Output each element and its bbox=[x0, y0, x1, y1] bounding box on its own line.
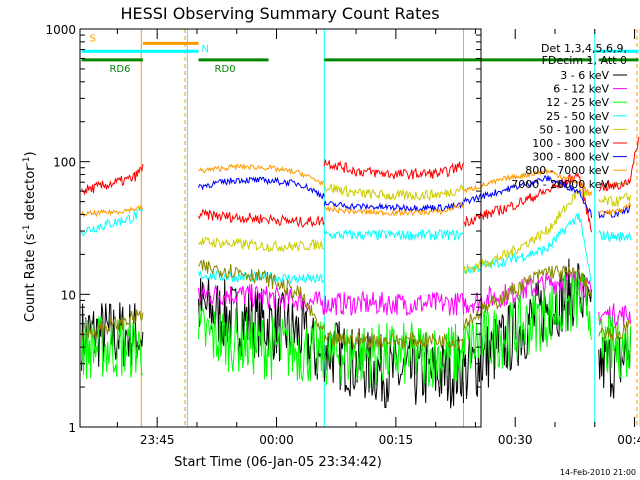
flag-label-2: RD6 bbox=[109, 64, 130, 75]
series-line-4-seg-2 bbox=[463, 186, 593, 275]
legend-label-4: 50 - 100 keV bbox=[539, 123, 609, 136]
series-line-5-seg-4 bbox=[598, 137, 639, 192]
legend-label-7: 800 - 7000 keV bbox=[525, 164, 609, 177]
series-lines bbox=[81, 137, 639, 409]
x-tick-label-3: 00:30 bbox=[498, 433, 533, 447]
series-line-8-seg-0 bbox=[81, 309, 144, 341]
x-axis-label: Start Time (06-Jan-05 23:34:42) bbox=[174, 455, 382, 470]
y-tick-label-1: 10 bbox=[61, 288, 76, 302]
flag-label-3: RD0 bbox=[215, 64, 236, 75]
legend-header-line-2: FDecim 1, Att 0 bbox=[542, 54, 627, 67]
series-line-2-seg-3 bbox=[463, 272, 593, 370]
series-line-3-seg-2 bbox=[323, 228, 464, 241]
x-tick-label-1: 00:00 bbox=[259, 433, 294, 447]
flag-label-0: S bbox=[90, 33, 96, 44]
series-line-5-seg-0 bbox=[81, 163, 144, 196]
y-axis: 1 10 100 1000 bbox=[45, 23, 481, 435]
x-tick-label-2: 00:15 bbox=[379, 433, 414, 447]
legend-label-3: 25 - 50 keV bbox=[546, 110, 609, 123]
series-line-6-seg-2 bbox=[463, 174, 593, 218]
series-line-6-seg-0 bbox=[198, 176, 325, 200]
y-tick-label-2: 100 bbox=[53, 156, 76, 170]
plot-frame bbox=[79, 28, 482, 428]
vertical-markers bbox=[140, 29, 640, 427]
legend-label-6: 300 - 800 keV bbox=[532, 151, 609, 164]
series-line-7-seg-0 bbox=[81, 203, 144, 218]
series-line-4-seg-0 bbox=[198, 236, 325, 253]
series-line-3-seg-0 bbox=[81, 208, 143, 237]
footer-date: 14-Feb-2010 21:00 bbox=[560, 468, 636, 477]
series-line-3-seg-3 bbox=[463, 212, 592, 282]
series-line-7-seg-4 bbox=[598, 202, 632, 216]
legend-header-line-1: Det 1,3,4,5,6,9, bbox=[541, 42, 627, 55]
series-line-0-seg-4 bbox=[598, 332, 632, 399]
series-line-4-seg-3 bbox=[598, 192, 632, 207]
series-line-5-seg-3 bbox=[463, 171, 593, 233]
x-tick-label-4: 00:45 bbox=[617, 433, 640, 447]
series-line-7-seg-3 bbox=[463, 168, 593, 197]
flag-bars: S N RD6 RD0 bbox=[81, 33, 639, 75]
series-line-1-seg-1 bbox=[323, 290, 464, 316]
x-tick-label-0: 23:45 bbox=[140, 433, 175, 447]
series-line-2-seg-2 bbox=[323, 322, 464, 388]
chart-title: HESSI Observing Summary Count Rates bbox=[120, 4, 439, 23]
series-line-8-seg-3 bbox=[463, 265, 593, 331]
series-line-6-seg-3 bbox=[598, 204, 632, 219]
series-line-1-seg-3 bbox=[598, 303, 632, 328]
y-tick-label-3: 1000 bbox=[45, 23, 76, 37]
legend-label-2: 12 - 25 keV bbox=[546, 96, 609, 109]
series-line-5-seg-1 bbox=[198, 208, 325, 228]
legend-label-1: 6 - 12 keV bbox=[553, 83, 609, 96]
series-line-8-seg-1 bbox=[198, 259, 325, 331]
series-line-7-seg-1 bbox=[198, 163, 325, 186]
series-line-8-seg-4 bbox=[598, 319, 631, 341]
series-line-8-seg-2 bbox=[323, 331, 464, 349]
legend-label-0: 3 - 6 keV bbox=[560, 69, 609, 82]
series-line-2-seg-1 bbox=[198, 305, 325, 382]
flag-label-1: N bbox=[202, 44, 209, 55]
series-line-2-seg-0 bbox=[81, 316, 144, 379]
series-line-7-seg-2 bbox=[324, 201, 464, 218]
y-axis-label: Count Rate (s-1 detector-1) bbox=[22, 151, 38, 322]
series-line-5-seg-2 bbox=[323, 159, 464, 180]
legend: Det 1,3,4,5,6,9, FDecim 1, Att 0 3 - 6 k… bbox=[511, 42, 627, 191]
legend-label-8: 7000 - 20000 keV bbox=[511, 178, 609, 191]
series-line-6-seg-1 bbox=[323, 200, 464, 213]
y-tick-label-0: 1 bbox=[68, 421, 76, 435]
series-line-0-seg-1 bbox=[198, 278, 325, 380]
legend-label-5: 100 - 300 keV bbox=[532, 137, 609, 150]
series-line-1-seg-0 bbox=[198, 283, 325, 315]
series-line-3-seg-4 bbox=[598, 229, 632, 243]
series-line-4-seg-1 bbox=[323, 183, 464, 202]
